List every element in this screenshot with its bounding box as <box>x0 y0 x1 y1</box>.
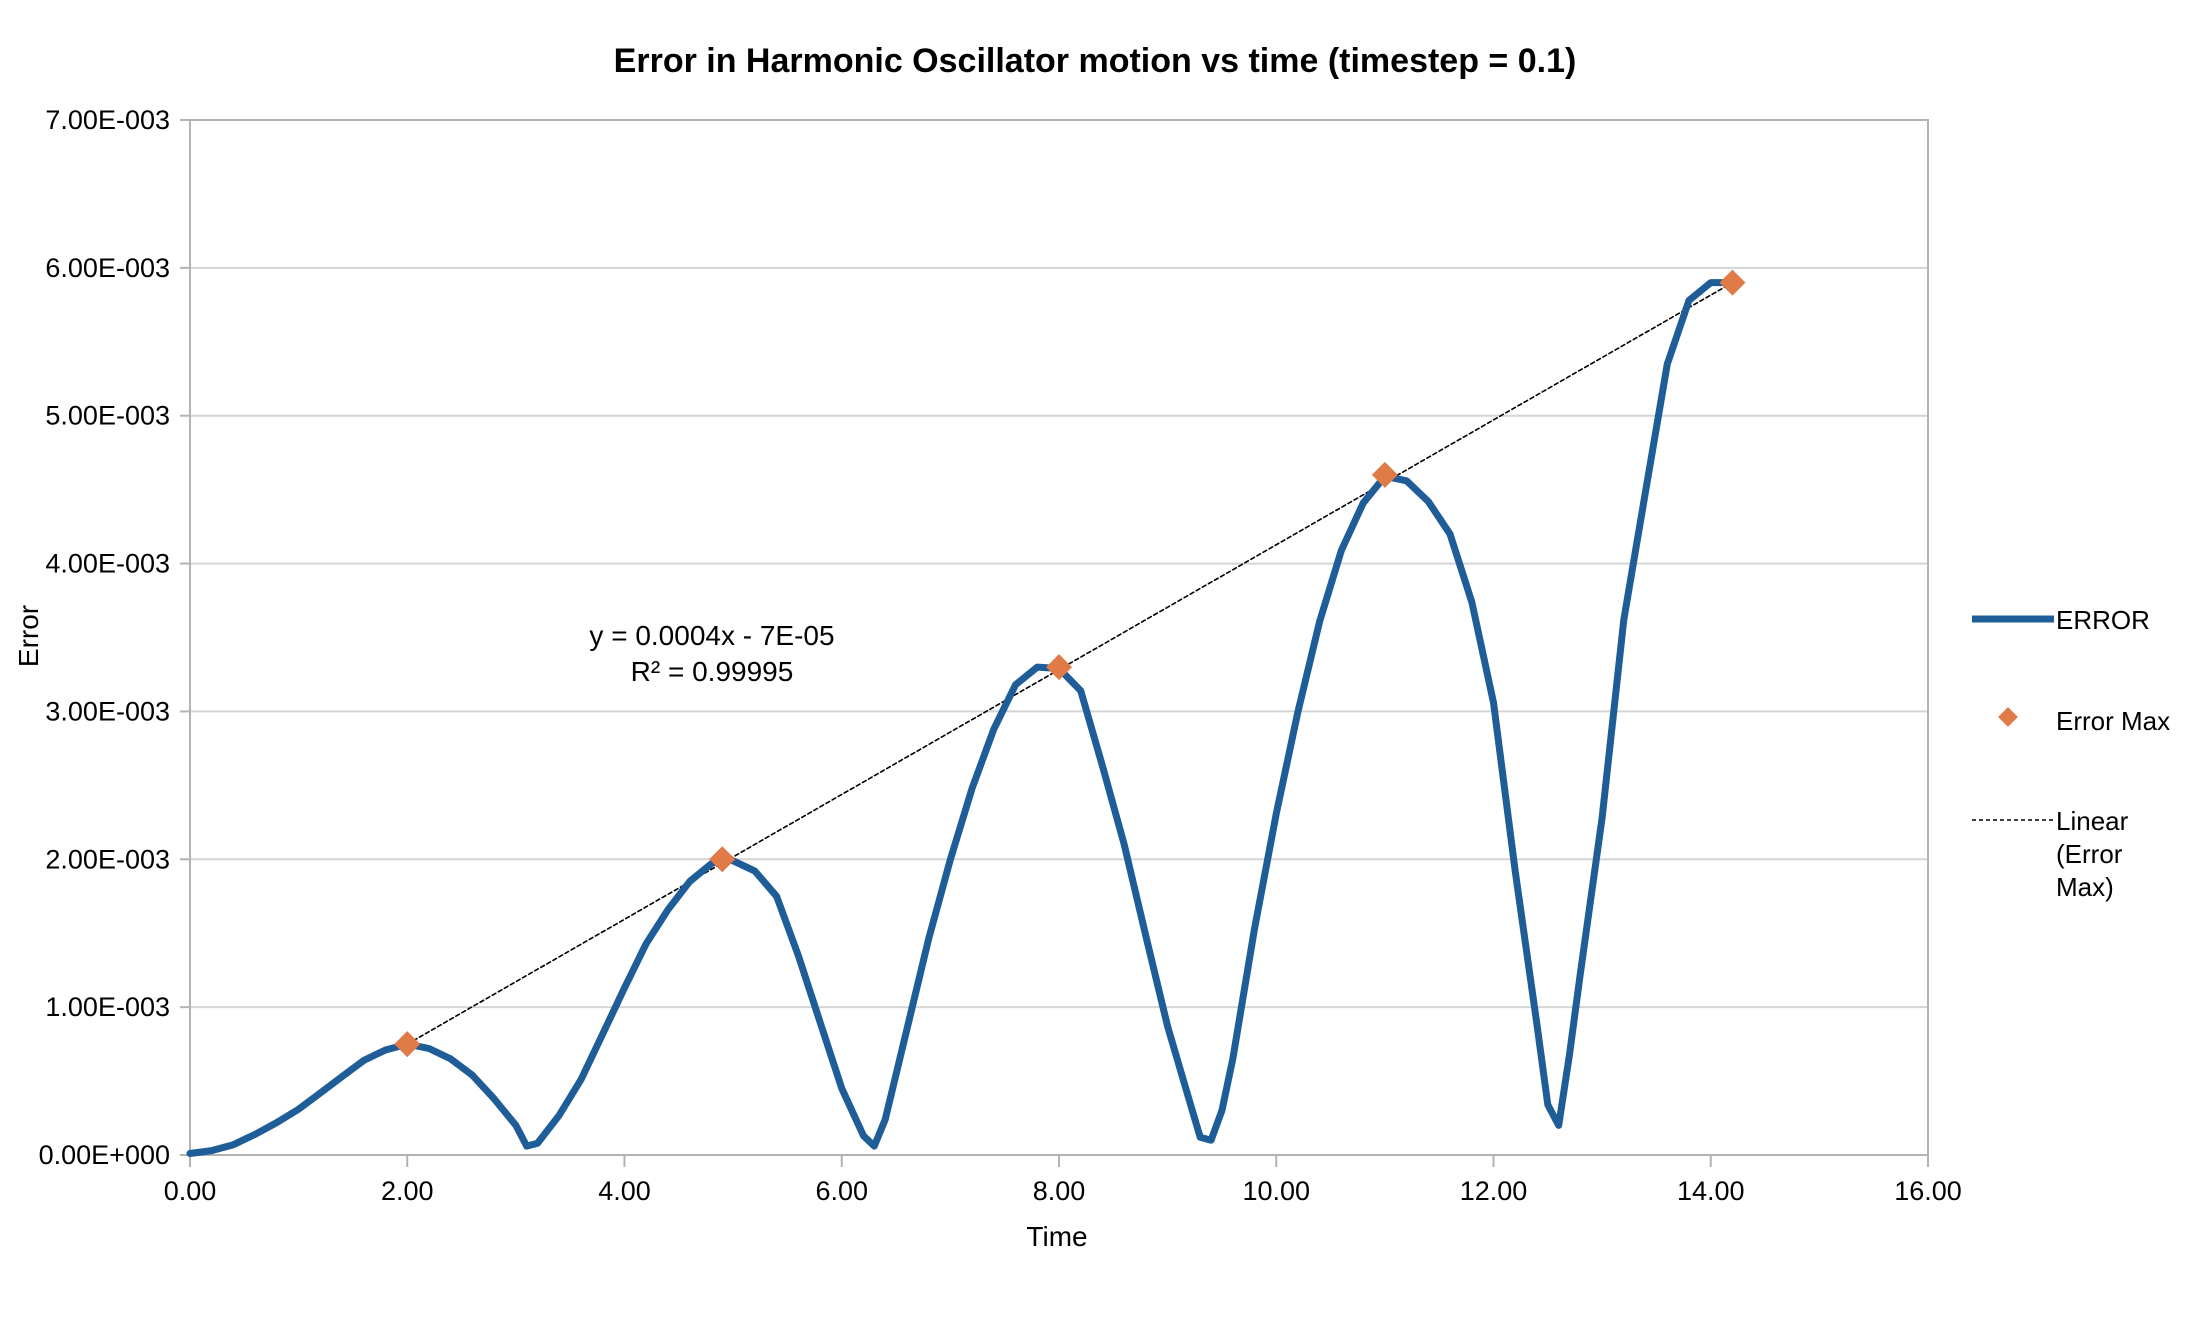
trendline-r-squared: R² = 0.99995 <box>631 656 794 687</box>
x-tick-label: 8.00 <box>1033 1176 1086 1206</box>
y-tick-label: 5.00E-003 <box>45 401 170 431</box>
y-tick-label: 2.00E-003 <box>45 844 170 874</box>
y-tick-label: 4.00E-003 <box>45 549 170 579</box>
chart-title: Error in Harmonic Oscillator motion vs t… <box>614 42 1577 80</box>
y-tick-label: 0.00E+000 <box>39 1140 170 1170</box>
x-tick-label: 2.00 <box>381 1176 434 1206</box>
y-axis-ticks: 0.00E+000 1.00E-003 2.00E-003 3.00E-003 4.00… <box>39 105 190 1170</box>
y-tick-label: 3.00E-003 <box>45 696 170 726</box>
trendline-linear-error-max <box>406 281 1734 1045</box>
series-layer <box>186 269 1746 1157</box>
x-tick-label: 12.00 <box>1460 1176 1528 1206</box>
x-tick-label: 10.00 <box>1242 1176 1310 1206</box>
legend-label-linear-3: Max) <box>2056 872 2114 902</box>
legend-swatch-error-max <box>1998 707 2018 727</box>
legend-label-error: ERROR <box>2056 605 2150 635</box>
legend-label-error-max: Error Max <box>2056 706 2170 736</box>
y-tick-label: 6.00E-003 <box>45 253 170 283</box>
x-tick-label: 4.00 <box>598 1176 651 1206</box>
marker-error-max <box>394 1031 421 1058</box>
x-tick-label: 16.00 <box>1894 1176 1962 1206</box>
marker-error-max <box>1719 269 1746 296</box>
x-tick-label: 6.00 <box>815 1176 868 1206</box>
x-axis-ticks: 0.00 2.00 4.00 6.00 8.00 10.00 12.00 14.00 16.00 <box>164 1155 1962 1206</box>
y-axis-label: Error <box>13 605 44 667</box>
series-line-error <box>186 279 1736 1157</box>
trendline-equation: y = 0.0004x - 7E-05 <box>589 620 834 651</box>
x-tick-label: 0.00 <box>164 1176 217 1206</box>
legend: ERROR Error Max Linear (Error Max) <box>1972 605 2170 902</box>
legend-label-linear-2: (Error <box>2056 839 2123 869</box>
y-tick-label: 1.00E-003 <box>45 992 170 1022</box>
legend-label-linear-1: Linear <box>2056 806 2129 836</box>
marker-error-max <box>1046 654 1072 681</box>
x-axis-label: Time <box>1026 1221 1087 1252</box>
grid-lines <box>190 119 1928 1156</box>
marker-error-max <box>1371 461 1398 488</box>
x-tick-label: 14.00 <box>1677 1176 1745 1206</box>
y-tick-label: 7.00E-003 <box>45 105 170 135</box>
plot-area-frame <box>189 119 1929 1156</box>
marker-error-max <box>709 846 736 873</box>
